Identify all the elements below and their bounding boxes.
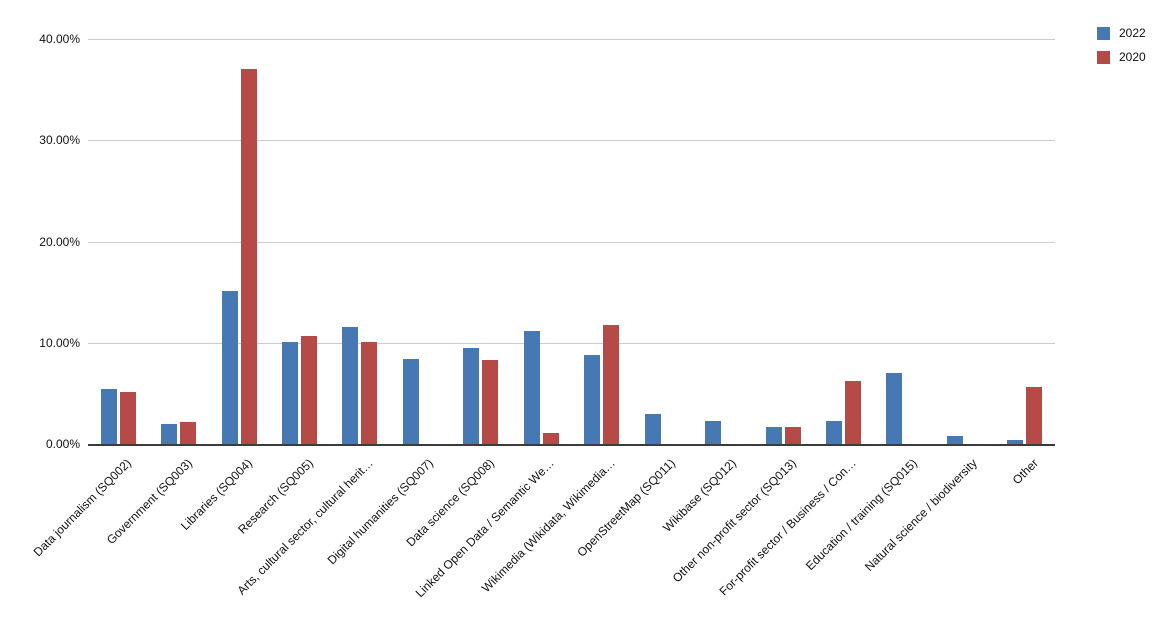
bar-group: [88, 39, 148, 444]
bar-2020[interactable]: [180, 421, 197, 444]
bar-group: [753, 39, 813, 444]
bar-2022[interactable]: [765, 426, 782, 444]
y-tick-label: 0.00%: [45, 437, 80, 451]
bar-2022[interactable]: [946, 435, 963, 444]
bar-2022[interactable]: [402, 358, 419, 444]
bar-2020[interactable]: [482, 359, 499, 444]
plot-area: [88, 39, 1055, 446]
grouped-bar-chart: 0.00% 10.00% 20.00% 30.00% 40.00% Data journ…: [0, 26, 1146, 610]
bar-2022[interactable]: [705, 420, 722, 444]
bar-group: [813, 39, 873, 444]
bars-container: [88, 39, 1055, 444]
bar-2020[interactable]: [240, 69, 257, 444]
y-tick-label: 20.00%: [39, 234, 80, 249]
legend-swatch-icon: [1097, 50, 1110, 64]
y-tick-label: 30.00%: [39, 133, 80, 148]
x-axis-label: Data journalism (SQ002): [30, 456, 135, 560]
gridline: [88, 342, 1055, 344]
legend-label: 2020: [1119, 50, 1146, 64]
bar-group: [874, 39, 934, 444]
gridline: [88, 241, 1055, 243]
y-tick-label: 40.00%: [39, 32, 80, 46]
bar-group: [572, 39, 632, 444]
x-axis-labels: Data journalism (SQ002) Government (SQ003…: [31, 450, 1055, 610]
bar-group: [451, 39, 511, 444]
bar-2022[interactable]: [886, 373, 903, 444]
bar-2020[interactable]: [542, 432, 559, 444]
bar-2020[interactable]: [1026, 387, 1043, 444]
bar-2022[interactable]: [161, 423, 178, 444]
bar-2020[interactable]: [301, 335, 318, 444]
bar-group: [209, 39, 269, 444]
bar-2022[interactable]: [221, 291, 238, 444]
bar-group: [148, 39, 208, 444]
bar-2022[interactable]: [584, 354, 601, 444]
bar-2022[interactable]: [282, 341, 299, 444]
bar-2020[interactable]: [844, 381, 861, 444]
bar-group: [511, 39, 571, 444]
bar-group: [330, 39, 390, 444]
legend-label: 2022: [1119, 26, 1146, 40]
bar-2020[interactable]: [119, 392, 136, 444]
legend-item-2022[interactable]: 2022: [1097, 26, 1146, 40]
bar-2022[interactable]: [644, 413, 661, 444]
bar-group: [390, 39, 450, 444]
bar-2022[interactable]: [463, 347, 480, 444]
bar-2022[interactable]: [100, 389, 117, 444]
bar-2020[interactable]: [603, 324, 620, 444]
gridline: [88, 140, 1055, 142]
bar-2022[interactable]: [1007, 439, 1024, 444]
bar-2022[interactable]: [523, 330, 540, 444]
bar-2020[interactable]: [361, 341, 378, 444]
y-tick-label: 10.00%: [39, 335, 80, 350]
legend-item-2020[interactable]: 2020: [1097, 50, 1146, 64]
y-axis: 0.00% 10.00% 20.00% 30.00% 40.00%: [0, 32, 80, 451]
bar-group: [632, 39, 692, 444]
bar-2022[interactable]: [825, 420, 842, 444]
gridline: [88, 39, 1055, 40]
legend: 2022 2020: [1097, 26, 1146, 64]
bar-group: [934, 39, 994, 444]
bar-2022[interactable]: [342, 326, 359, 444]
bar-group: [995, 39, 1055, 444]
legend-swatch-icon: [1097, 26, 1110, 40]
bar-group: [269, 39, 329, 444]
bar-2020[interactable]: [784, 426, 801, 444]
bar-group: [692, 39, 752, 444]
